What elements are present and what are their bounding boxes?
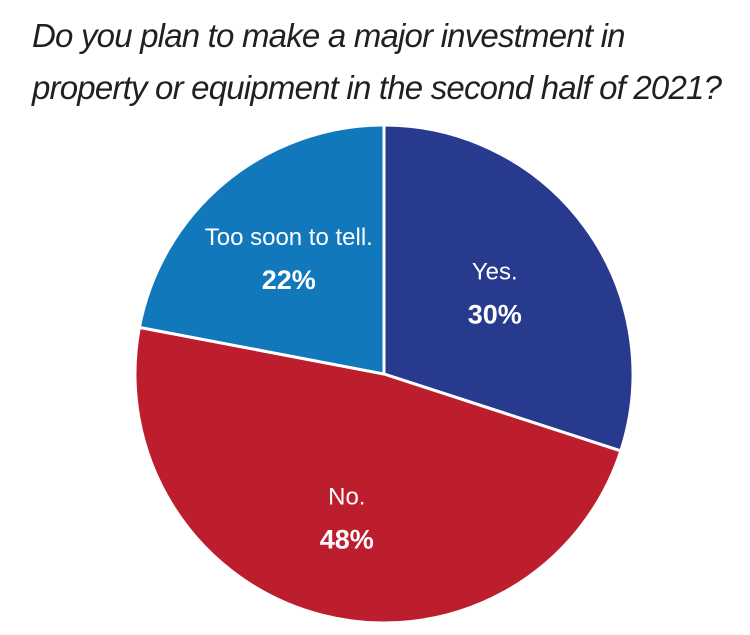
slices-group — [133, 123, 635, 625]
pie-slice-too-soon-to-tell — [137, 123, 386, 376]
labels-group: Yes. 30% No. 48% Too soon to tell. 22% — [205, 224, 522, 555]
slice-value-label: 22% — [262, 265, 316, 295]
slice-label: Too soon to tell. — [205, 224, 373, 251]
chart-title: Do you plan to make a major investment i… — [32, 17, 722, 106]
slice-label: Yes. — [472, 259, 518, 286]
pie-slice-no — [133, 325, 623, 625]
slice-label: No. — [328, 484, 365, 511]
pie-slice-yes — [382, 123, 635, 453]
slice-value-label: 30% — [468, 300, 522, 330]
slice-value-label: 48% — [320, 525, 374, 555]
